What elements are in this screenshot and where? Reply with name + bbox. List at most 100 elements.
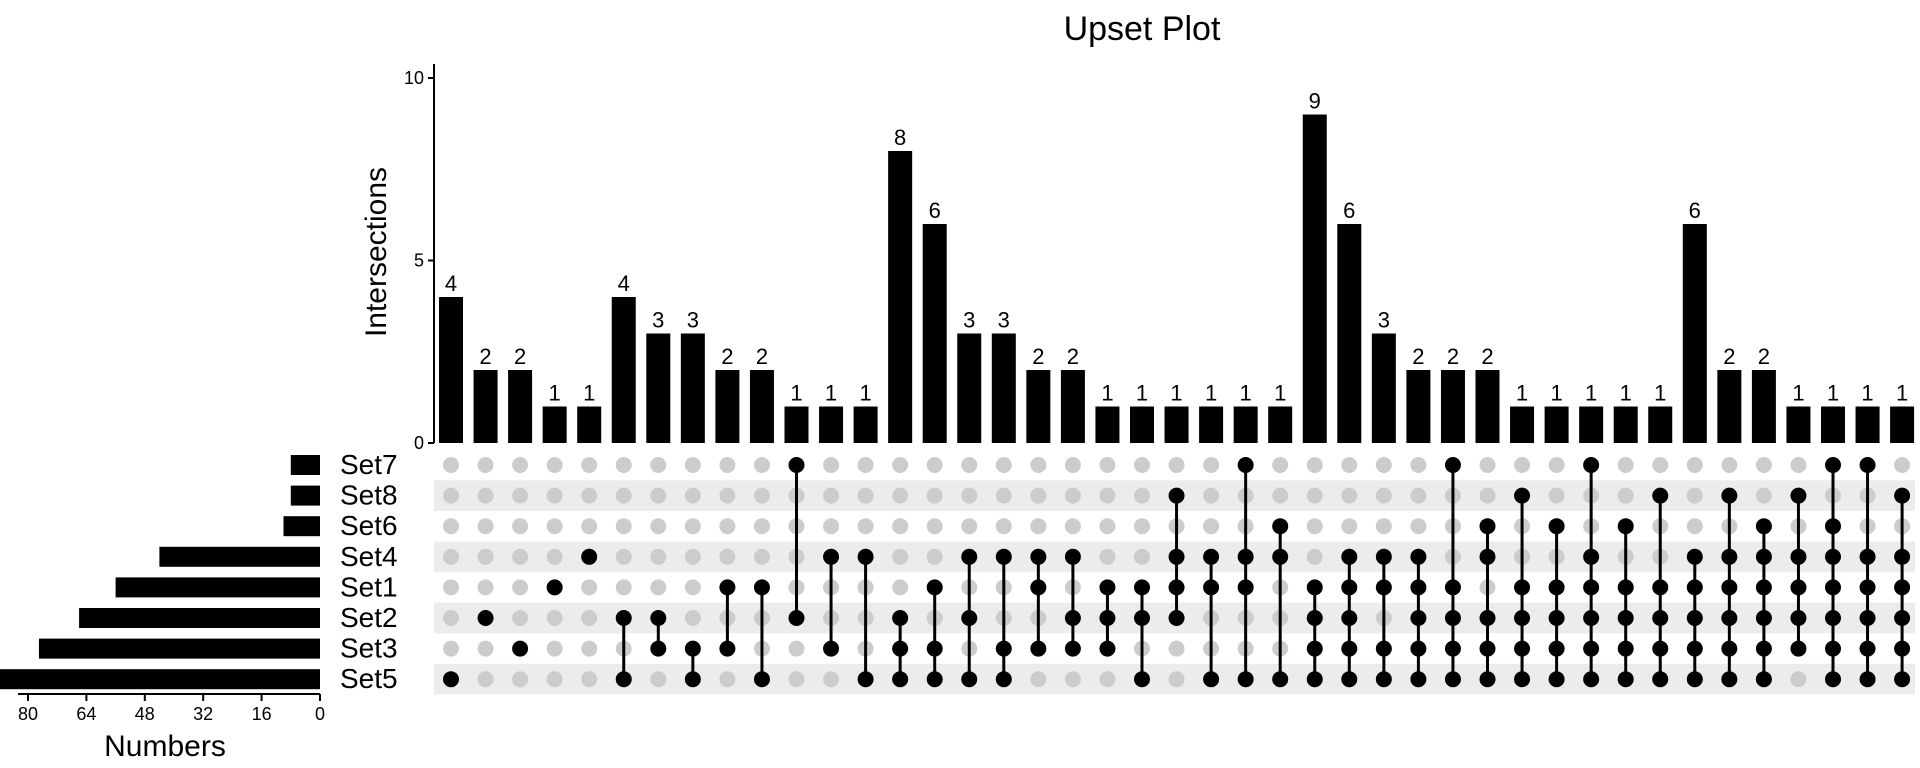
matrix-dot-active [1617, 518, 1634, 535]
matrix-dot-inactive [512, 548, 529, 565]
intersection-bar-label: 2 [1032, 344, 1044, 369]
matrix-dot-inactive [650, 457, 667, 473]
matrix-dot-inactive [823, 457, 840, 473]
matrix-dot-active [546, 579, 563, 596]
matrix-dot-inactive [546, 457, 563, 473]
set-label: Set2 [340, 602, 398, 633]
matrix-dot-active [1859, 457, 1876, 473]
matrix-dot-active [788, 457, 805, 473]
matrix-dot-active [684, 671, 701, 688]
matrix-dot-inactive [1548, 457, 1565, 473]
matrix-dot-inactive [546, 487, 563, 504]
intersection-bar [1130, 406, 1154, 443]
matrix-dot-inactive [1686, 518, 1703, 535]
intersection-bar-label: 2 [1481, 344, 1493, 369]
matrix-dot-inactive [477, 457, 494, 473]
intersection-bar-label: 2 [479, 344, 491, 369]
x-tick-label: 80 [18, 704, 38, 724]
matrix-dot-inactive [1375, 518, 1392, 535]
matrix-dot-active [892, 640, 909, 657]
intersection-bar-label: 1 [1205, 381, 1217, 406]
intersection-bar-label: 1 [1896, 381, 1908, 406]
matrix-dot-active [1030, 640, 1047, 657]
matrix-dot-inactive [892, 457, 909, 473]
intersection-bar-label: 2 [1412, 344, 1424, 369]
matrix-dot-active [823, 548, 840, 565]
intersection-bar [784, 406, 809, 443]
matrix-dot-inactive [650, 548, 667, 565]
matrix-dot-active [1652, 640, 1669, 657]
matrix-dot-active [1755, 610, 1772, 626]
matrix-dot-inactive [1375, 457, 1392, 473]
matrix-dot-inactive [581, 671, 598, 688]
matrix-dot-inactive [546, 640, 563, 657]
matrix-dot-inactive [546, 518, 563, 535]
matrix-dot-inactive [546, 610, 563, 626]
intersection-bar [922, 224, 947, 443]
matrix-dot-active [1375, 671, 1392, 688]
matrix-dot-active [892, 671, 909, 688]
matrix-dot-inactive [961, 457, 978, 473]
matrix-dot-inactive [1375, 487, 1392, 504]
matrix-dot-active [995, 671, 1012, 688]
matrix-dot-active [1686, 548, 1703, 565]
matrix-dot-active [615, 671, 632, 688]
matrix-dot-active [1272, 548, 1289, 565]
intersection-bar-label: 1 [1827, 381, 1839, 406]
matrix-dot-active [1755, 548, 1772, 565]
matrix-dot-active [512, 640, 529, 657]
matrix-dot-active [1479, 640, 1496, 657]
intersection-bar-label: 1 [1170, 381, 1182, 406]
matrix-dot-active [1583, 579, 1600, 596]
intersection-bar-label: 1 [1654, 381, 1666, 406]
intersection-bar [1440, 370, 1465, 443]
matrix-dot-inactive [650, 579, 667, 596]
matrix-dot-inactive [1203, 457, 1220, 473]
intersection-bar [888, 151, 913, 443]
set-label: Set8 [340, 480, 398, 511]
chart-title: Upset Plot [1064, 10, 1221, 48]
matrix-dot-inactive [615, 457, 632, 473]
intersection-bar [1717, 370, 1742, 443]
matrix-dot-inactive [684, 579, 701, 596]
matrix-dot-inactive [1099, 457, 1116, 473]
matrix-dot-inactive [823, 487, 840, 504]
matrix-dot-inactive [926, 548, 943, 565]
matrix-dot-active [1617, 640, 1634, 657]
matrix-dot-inactive [1099, 671, 1116, 688]
matrix-dot-inactive [1755, 457, 1772, 473]
matrix-dot-active [1825, 610, 1841, 626]
matrix-dot-inactive [857, 457, 874, 473]
matrix-dot-active [1755, 579, 1772, 596]
set-size-bar [115, 577, 320, 598]
intersection-bar-label: 1 [1585, 381, 1597, 406]
matrix-dot-active [1583, 548, 1600, 565]
matrix-dot-active [1652, 487, 1669, 504]
matrix-dot-inactive [1686, 487, 1703, 504]
matrix-dot-active [1444, 579, 1461, 596]
matrix-dot-inactive [753, 548, 770, 565]
intersection-bar-label: 1 [1792, 381, 1804, 406]
matrix-dot-inactive [443, 457, 459, 473]
intersection-bar [542, 406, 567, 443]
matrix-dot-inactive [788, 640, 805, 657]
matrix-dot-inactive [753, 487, 770, 504]
matrix-dot-inactive [1168, 457, 1185, 473]
intersection-bar [991, 333, 1016, 443]
intersection-bar-label: 2 [1067, 344, 1079, 369]
intersection-bar-label: 1 [1136, 381, 1148, 406]
matrix-dot-active [1825, 579, 1841, 596]
matrix-dot-inactive [719, 487, 736, 504]
matrix-dot-inactive [1721, 457, 1738, 473]
matrix-dot-active [1064, 548, 1081, 565]
matrix-dot-active [1548, 671, 1565, 688]
matrix-dot-active [857, 548, 874, 565]
matrix-dot-active [753, 671, 770, 688]
matrix-dot-inactive [1652, 457, 1669, 473]
intersection-bars [439, 114, 1915, 443]
matrix-dot-active [1755, 671, 1772, 688]
intersection-bar-label: 1 [549, 381, 561, 406]
matrix-dot-inactive [1410, 457, 1427, 473]
intersection-bar [1510, 406, 1535, 443]
